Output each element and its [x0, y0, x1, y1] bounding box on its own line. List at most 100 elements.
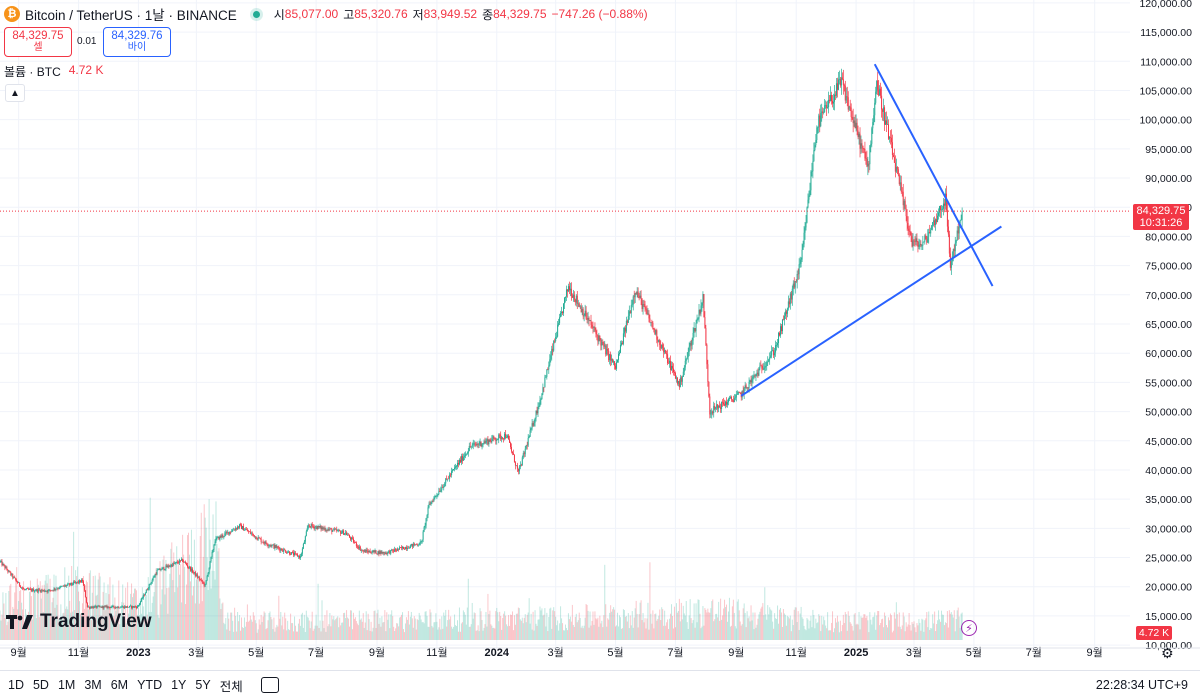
candle — [371, 550, 373, 555]
volume-bar — [912, 623, 914, 640]
range-1y-button[interactable]: 1Y — [171, 678, 187, 692]
volume-bar — [845, 614, 847, 640]
candle — [29, 587, 31, 591]
flash-icon[interactable]: ⚡ — [961, 620, 977, 636]
candle — [92, 605, 94, 609]
volume-bar — [814, 628, 816, 640]
volume-bar — [672, 628, 674, 640]
volume-bar — [182, 534, 184, 640]
time-axis[interactable]: 9월 11월 2023 3월 5월 7월 9월 11월 2024 3월 5월 7월 9월 11월 2025 3… — [0, 646, 1200, 659]
compare-icon[interactable] — [260, 677, 279, 693]
range-6m-button[interactable]: 6M — [110, 678, 129, 692]
volume-bar — [11, 624, 13, 640]
volume-bar — [887, 627, 889, 640]
candle — [381, 549, 383, 555]
volume-bar — [388, 614, 390, 640]
volume-bar — [572, 624, 574, 640]
volume-bar — [661, 607, 663, 640]
range-1m-button[interactable]: 1M — [57, 678, 76, 692]
candle — [498, 433, 500, 444]
volume-bar — [491, 625, 493, 640]
volume-bar — [328, 624, 330, 640]
range-3m-button[interactable]: 3M — [84, 678, 102, 692]
candle — [687, 347, 689, 363]
volume-bar — [545, 626, 547, 640]
range-5y-button[interactable]: 5Y — [195, 678, 211, 692]
candle — [429, 500, 431, 505]
candle — [208, 567, 210, 575]
volume-bar — [210, 588, 212, 640]
buy-button[interactable]: 84,329.76 바이 — [103, 27, 171, 57]
volume-bar — [108, 594, 110, 640]
volume-bar — [547, 631, 549, 640]
volume-bar — [537, 619, 539, 640]
candle — [834, 91, 836, 101]
range-ytd-button[interactable]: YTD — [137, 678, 163, 692]
candle — [695, 319, 697, 338]
candle — [211, 550, 213, 559]
volume-bar — [46, 583, 48, 640]
range-5d-button[interactable]: 5D — [32, 678, 49, 692]
candle — [765, 362, 767, 371]
symbol-title[interactable]: Bitcoin / TetherUS · 1날 · BINANCE — [25, 8, 237, 23]
range-1d-button[interactable]: 1D — [8, 678, 24, 692]
volume-bar — [797, 611, 799, 640]
volume-bar — [832, 611, 834, 640]
volume-bars — [0, 497, 963, 640]
candle — [490, 437, 492, 444]
volume-legend[interactable]: 볼륨 · BTC 4.72 K — [4, 63, 103, 80]
volume-bar — [78, 591, 80, 640]
candle — [811, 162, 813, 177]
volume-bar — [689, 599, 691, 640]
candle — [283, 547, 285, 554]
candle — [738, 391, 740, 393]
volume-bar — [380, 626, 382, 640]
candle — [356, 544, 358, 549]
candle — [273, 543, 275, 550]
symbol-legend[interactable]: ₿ Bitcoin / TetherUS · 1날 · BINANCE 시 85,… — [4, 5, 653, 23]
sell-button[interactable]: 84,329.75 셀 — [4, 27, 72, 57]
candle — [419, 539, 421, 546]
trendlines[interactable] — [740, 63, 1002, 397]
candle — [625, 316, 627, 334]
volume-bar — [134, 588, 136, 640]
volume-bar — [828, 630, 830, 640]
candle — [365, 547, 367, 553]
volume-bar — [637, 627, 639, 640]
volume-value: 4.72 K — [68, 63, 104, 77]
volume-bar — [297, 623, 299, 640]
clock[interactable]: 22:28:34 UTC+9 — [1095, 678, 1188, 692]
volume-bar — [207, 589, 209, 640]
candle — [691, 337, 693, 350]
volume-bar — [490, 624, 492, 640]
candle — [820, 104, 822, 128]
volume-bar — [469, 626, 471, 640]
candle — [781, 318, 783, 335]
candle — [545, 375, 547, 378]
candle — [663, 343, 665, 358]
candle — [775, 340, 777, 357]
price-chart[interactable]: 120,000.00115,000.00110,000.00105,000.00… — [0, 0, 1200, 670]
candle — [169, 564, 171, 568]
volume-bar — [505, 615, 507, 640]
candle — [72, 582, 74, 586]
tradingview-mark-icon — [6, 615, 33, 629]
volume-bar — [733, 612, 735, 640]
candle — [322, 525, 324, 531]
trendline — [873, 63, 994, 287]
volume-bar — [674, 627, 676, 640]
volume-bar — [429, 609, 431, 640]
volume-bar — [213, 570, 215, 640]
range-all-button[interactable]: 전체 — [219, 679, 243, 694]
gear-icon[interactable]: ⚙ — [1161, 645, 1174, 661]
chevron-up-icon[interactable]: ▲ — [5, 84, 25, 102]
volume-bar — [63, 612, 65, 640]
candle — [445, 477, 447, 487]
candle — [327, 527, 329, 532]
volume-bar — [619, 617, 621, 640]
volume-bar — [303, 614, 305, 640]
volume-bar — [427, 626, 429, 640]
volume-bar — [420, 619, 422, 640]
price-axis[interactable]: 120,000.00115,000.00110,000.00105,000.00… — [1130, 0, 1200, 670]
candle — [491, 435, 493, 444]
